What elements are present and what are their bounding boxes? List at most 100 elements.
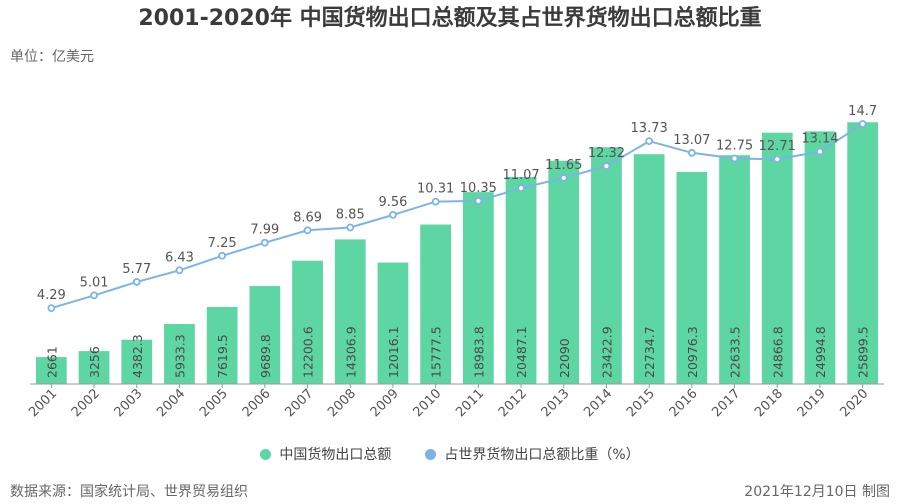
x-tick-label-2005: 2005 [197, 386, 231, 420]
bar-value-label-2006: 9689.8 [258, 334, 273, 378]
share-value-label-2015: 13.73 [631, 121, 668, 136]
x-tick-label-2020: 2020 [837, 386, 871, 420]
bar-value-label-2005: 7619.5 [215, 334, 230, 378]
x-tick-label-2011: 2011 [453, 386, 487, 420]
share-point-2013 [559, 174, 568, 182]
data-source: 数据来源：国家统计局、世界贸易组织 [10, 484, 248, 500]
chart-title: 2001-2020年 中国货物出口总额及其占世界货物出口总额比重 [138, 6, 762, 31]
bar-value-label-2016: 20976.3 [685, 326, 700, 378]
share-point-2003 [132, 278, 141, 286]
bar-2004 [164, 324, 195, 384]
bar-2019 [804, 131, 836, 384]
x-tick-label-2006: 2006 [240, 386, 274, 420]
share-point-2015 [645, 137, 654, 146]
x-axis: 2001 2002 2003 2004 2005 2006 2007 2008 2009 2010… [26, 383, 884, 420]
bar-2015 [633, 154, 665, 384]
legend-dot-line [425, 448, 437, 460]
share-value-label-2016: 13.07 [673, 133, 710, 148]
x-tick-label-2001: 2001 [26, 386, 60, 420]
bar-value-label-2001: 2661 [44, 346, 59, 378]
bar-2001 [35, 357, 67, 384]
share-value-label-2012: 11.07 [502, 168, 539, 183]
unit-label: 单位：亿美元 [10, 49, 94, 65]
share-point-2018 [773, 155, 782, 164]
line-layer: 4.29 5.01 5.77 6.43 7.25 7.99 8.69 8.85 9.56 10.3… [37, 104, 877, 313]
share-value-label-2009: 9.56 [378, 195, 407, 210]
share-point-2005 [218, 251, 227, 260]
bar-2008 [334, 239, 366, 384]
bar-2017 [719, 155, 750, 384]
x-tick-label-2008: 2008 [325, 386, 359, 420]
share-point-2002 [90, 291, 98, 300]
legend: 中国货物出口总额 占世界货物出口总额比重（%） [0, 444, 900, 464]
share-value-label-2008: 8.85 [336, 207, 365, 222]
share-value-label-2001: 4.29 [37, 288, 66, 303]
share-value-label-2014: 12.32 [588, 146, 625, 161]
legend-dot-bar [260, 448, 272, 460]
bar-value-label-2003: 4382.3 [130, 334, 145, 378]
bar-value-label-2011: 18983.8 [471, 326, 486, 378]
legend-label-share: 占世界货物出口总额比重（%） [444, 447, 640, 463]
bar-2007 [292, 260, 323, 384]
share-point-2011 [474, 197, 483, 205]
x-tick-label-2004: 2004 [154, 386, 188, 420]
x-tick-label-2016: 2016 [667, 386, 701, 420]
share-point-2012 [517, 184, 525, 193]
legend-label-exports: 中国货物出口总额 [279, 447, 392, 463]
bar-value-label-2018: 24866.8 [770, 326, 785, 378]
x-tick-label-2002: 2002 [69, 386, 103, 420]
share-point-2020 [858, 120, 867, 128]
share-point-2016 [687, 148, 696, 157]
share-value-label-2018: 12.71 [759, 139, 796, 154]
x-tick-label-2009: 2009 [368, 386, 402, 420]
bar-value-label-2012: 20487.1 [514, 326, 529, 378]
share-point-2004 [175, 266, 184, 275]
bar-value-label-2009: 12016.1 [386, 326, 401, 378]
x-tick-label-2017: 2017 [709, 386, 743, 420]
share-value-label-2017: 12.75 [716, 138, 753, 153]
bar-2012 [505, 176, 537, 384]
bar-2016 [676, 171, 708, 384]
share-point-2007 [303, 226, 312, 235]
bar-2002 [78, 351, 110, 384]
x-tick-label-2015: 2015 [624, 386, 658, 420]
x-tick-label-2010: 2010 [410, 386, 444, 420]
share-point-2009 [389, 211, 397, 219]
share-point-2010 [431, 197, 440, 206]
bar-value-label-2002: 3256 [87, 346, 102, 378]
bar-2020 [847, 122, 879, 385]
share-value-label-2020: 14.7 [848, 104, 877, 119]
share-value-label-2007: 8.69 [293, 210, 322, 225]
legend-item-exports: 中国货物出口总额 [260, 444, 391, 464]
bar-value-label-2013: 22090 [557, 338, 572, 378]
share-value-label-2010: 10.31 [417, 182, 454, 197]
x-tick-label-2003: 2003 [112, 386, 146, 420]
chart-canvas: 2661 3256 4382.3 5933.3 7619.5 9689.8 12200.6 1… [26, 104, 884, 420]
bar-value-label-2019: 24994.8 [813, 326, 828, 378]
bar-2014 [591, 147, 622, 384]
share-point-2014 [602, 162, 611, 170]
bars-layer: 2661 3256 4382.3 5933.3 7619.5 9689.8 12200.6 1… [35, 122, 879, 385]
legend-item-share: 占世界货物出口总额比重（%） [425, 444, 640, 464]
bar-2006 [249, 286, 281, 384]
share-point-2019 [816, 147, 824, 156]
share-point-2017 [730, 154, 739, 163]
share-value-label-2006: 7.99 [250, 223, 279, 238]
bar-value-label-2015: 22734.7 [642, 326, 657, 378]
bar-2013 [548, 160, 580, 384]
share-point-2006 [260, 238, 269, 247]
share-value-label-2002: 5.01 [80, 275, 109, 290]
share-value-label-2005: 7.25 [208, 236, 237, 251]
x-tick-label-2013: 2013 [539, 386, 573, 420]
bar-2018 [761, 132, 793, 384]
bar-2009 [377, 262, 409, 384]
x-tick-label-2019: 2019 [795, 386, 829, 420]
share-value-label-2013: 11.65 [545, 158, 582, 173]
chart-credit: 2021年12月10日 制图 [744, 484, 890, 500]
bar-value-label-2020: 25899.5 [856, 326, 871, 378]
x-tick-label-2012: 2012 [496, 386, 530, 420]
bar-2003 [121, 339, 153, 384]
share-value-label-2003: 5.77 [122, 262, 151, 277]
share-value-label-2011: 10.35 [460, 181, 497, 196]
bar-value-label-2007: 12200.6 [301, 326, 316, 378]
